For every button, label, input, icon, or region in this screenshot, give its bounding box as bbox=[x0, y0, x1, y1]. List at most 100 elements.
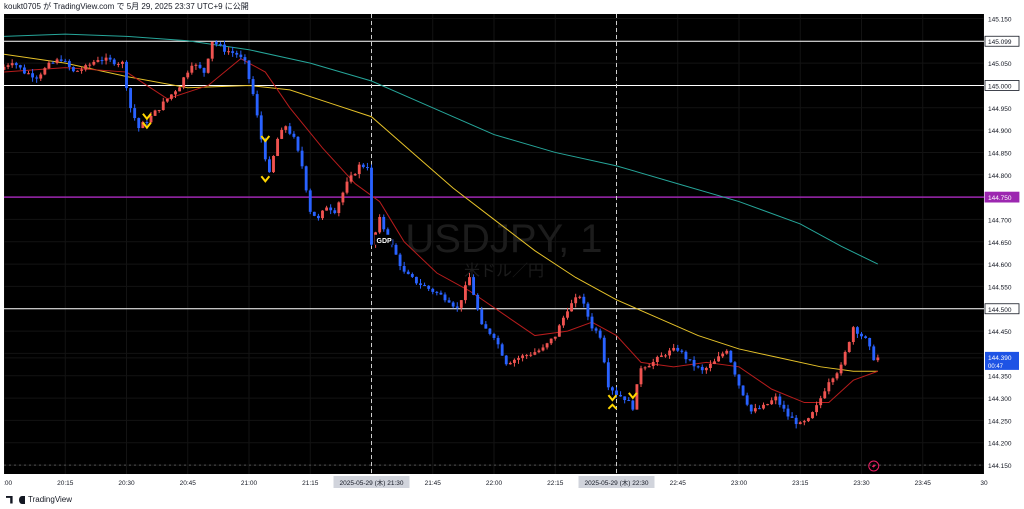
candle-body bbox=[2, 66, 6, 70]
candle-body bbox=[729, 350, 733, 363]
marker-time-label: 2025-05-29 (木) 22:30 bbox=[585, 478, 649, 487]
signal-arrow-icon bbox=[607, 403, 618, 410]
candle-body bbox=[92, 61, 96, 65]
candle-body bbox=[688, 359, 692, 361]
time-tick-label: 22:00 bbox=[486, 480, 503, 487]
candle-body bbox=[361, 164, 365, 168]
candle-body bbox=[512, 359, 516, 363]
candle-body bbox=[316, 215, 320, 219]
candle-body bbox=[439, 292, 443, 295]
candle-body bbox=[194, 64, 198, 66]
candle-body bbox=[84, 65, 88, 70]
candle-body bbox=[292, 133, 296, 137]
candle-body bbox=[819, 398, 823, 406]
candle-body bbox=[263, 139, 267, 160]
candle-body bbox=[696, 366, 700, 368]
candle-body bbox=[647, 366, 651, 368]
time-tick-label: 20:15 bbox=[57, 480, 74, 487]
candle-body bbox=[137, 118, 141, 129]
news-marker[interactable]: GDP bbox=[374, 234, 880, 472]
marker-time-label: 2025-05-29 (木) 21:30 bbox=[340, 478, 404, 487]
candle-body bbox=[59, 59, 63, 61]
candle-body bbox=[831, 378, 835, 383]
time-tick-label: 20:00 bbox=[4, 480, 13, 487]
candle-body bbox=[794, 417, 798, 425]
candle-body bbox=[35, 77, 39, 79]
candle-body bbox=[876, 357, 880, 361]
price-axis[interactable]: 145.150 145.099 145.050 145.000 144.950 144.9… bbox=[984, 14, 1020, 491]
candle-body bbox=[22, 67, 26, 74]
candle-body bbox=[766, 404, 770, 406]
candle-body bbox=[733, 362, 737, 375]
price-axis-bg bbox=[984, 14, 1020, 491]
tradingview-logo-icon bbox=[6, 495, 13, 504]
candle-body bbox=[476, 294, 480, 310]
candle-body bbox=[100, 60, 104, 62]
candle-body bbox=[659, 355, 663, 357]
candle-body bbox=[798, 422, 802, 425]
candle-body bbox=[578, 296, 582, 298]
candle-body bbox=[431, 288, 435, 292]
candle-body bbox=[823, 391, 827, 399]
publish-text: koukt0705 が TradingView.com で 5月 29, 202… bbox=[4, 2, 249, 11]
candle-body bbox=[304, 166, 308, 191]
footer: TradingView bbox=[0, 491, 1024, 509]
publish-header: koukt0705 が TradingView.com で 5月 29, 202… bbox=[0, 0, 1024, 14]
candle-body bbox=[815, 405, 819, 413]
candle-body bbox=[610, 387, 614, 391]
level-price-label: 145.000 bbox=[988, 83, 1012, 90]
price-tick-label: 144.350 bbox=[988, 374, 1012, 381]
candle-body bbox=[178, 87, 182, 92]
tradingview-logo[interactable]: TradingView bbox=[6, 495, 72, 504]
candle-body bbox=[590, 316, 594, 329]
price-tick-label: 144.650 bbox=[988, 240, 1012, 247]
candlesticks bbox=[2, 40, 880, 429]
time-tick-label: 23:45 bbox=[915, 480, 932, 487]
candle-body bbox=[525, 355, 529, 357]
candle-body bbox=[157, 110, 161, 112]
chart-panel[interactable]: USDJPY, 1 米ドル／円 GDP 145.150 145.099 145.05… bbox=[0, 14, 1020, 491]
candle-body bbox=[357, 164, 361, 175]
price-tick-label: 144.950 bbox=[988, 106, 1012, 113]
time-tick-label: 21:15 bbox=[302, 480, 319, 487]
candle-body bbox=[553, 336, 557, 339]
candle-body bbox=[227, 51, 231, 53]
candle-body bbox=[255, 94, 259, 116]
symbol-watermark: USDJPY, 1 米ドル／円 bbox=[405, 217, 602, 280]
candle-body bbox=[251, 79, 255, 95]
candle-body bbox=[202, 67, 206, 73]
candle-body bbox=[521, 355, 525, 359]
candle-body bbox=[141, 122, 145, 129]
price-chart[interactable]: USDJPY, 1 米ドル／円 GDP 145.150 145.099 145.05… bbox=[0, 14, 1020, 491]
candle-body bbox=[566, 311, 569, 318]
watermark-name: 米ドル／円 bbox=[464, 262, 544, 280]
candle-body bbox=[427, 285, 431, 289]
candle-body bbox=[218, 44, 222, 46]
candle-body bbox=[333, 210, 337, 214]
candle-body bbox=[737, 374, 741, 386]
candle-body bbox=[496, 337, 500, 345]
time-tick-label: 20:30 bbox=[118, 480, 135, 487]
candle-body bbox=[108, 57, 112, 60]
horizontal-levels[interactable] bbox=[4, 40, 984, 466]
candle-body bbox=[762, 404, 765, 409]
candle-body bbox=[71, 67, 75, 72]
candle-body bbox=[341, 192, 345, 203]
candle-body bbox=[806, 418, 810, 422]
candle-body bbox=[272, 155, 275, 173]
signal-arrows bbox=[142, 113, 638, 410]
candle-body bbox=[582, 296, 586, 304]
time-axis[interactable]: 20:0020:1520:3020:4521:0021:1521:3021:45… bbox=[0, 474, 1020, 491]
candle-body bbox=[43, 68, 47, 75]
alert-icon bbox=[868, 460, 880, 472]
candle-body bbox=[312, 211, 316, 216]
candle-body bbox=[235, 52, 239, 55]
candle-body bbox=[337, 202, 341, 214]
candle-body bbox=[574, 297, 578, 304]
candle-body bbox=[365, 167, 369, 169]
lightning-icon bbox=[871, 463, 876, 469]
time-tick-label: 21:45 bbox=[425, 480, 442, 487]
candle-body bbox=[545, 343, 549, 348]
candle-body bbox=[182, 77, 186, 88]
candle-body bbox=[451, 302, 455, 307]
